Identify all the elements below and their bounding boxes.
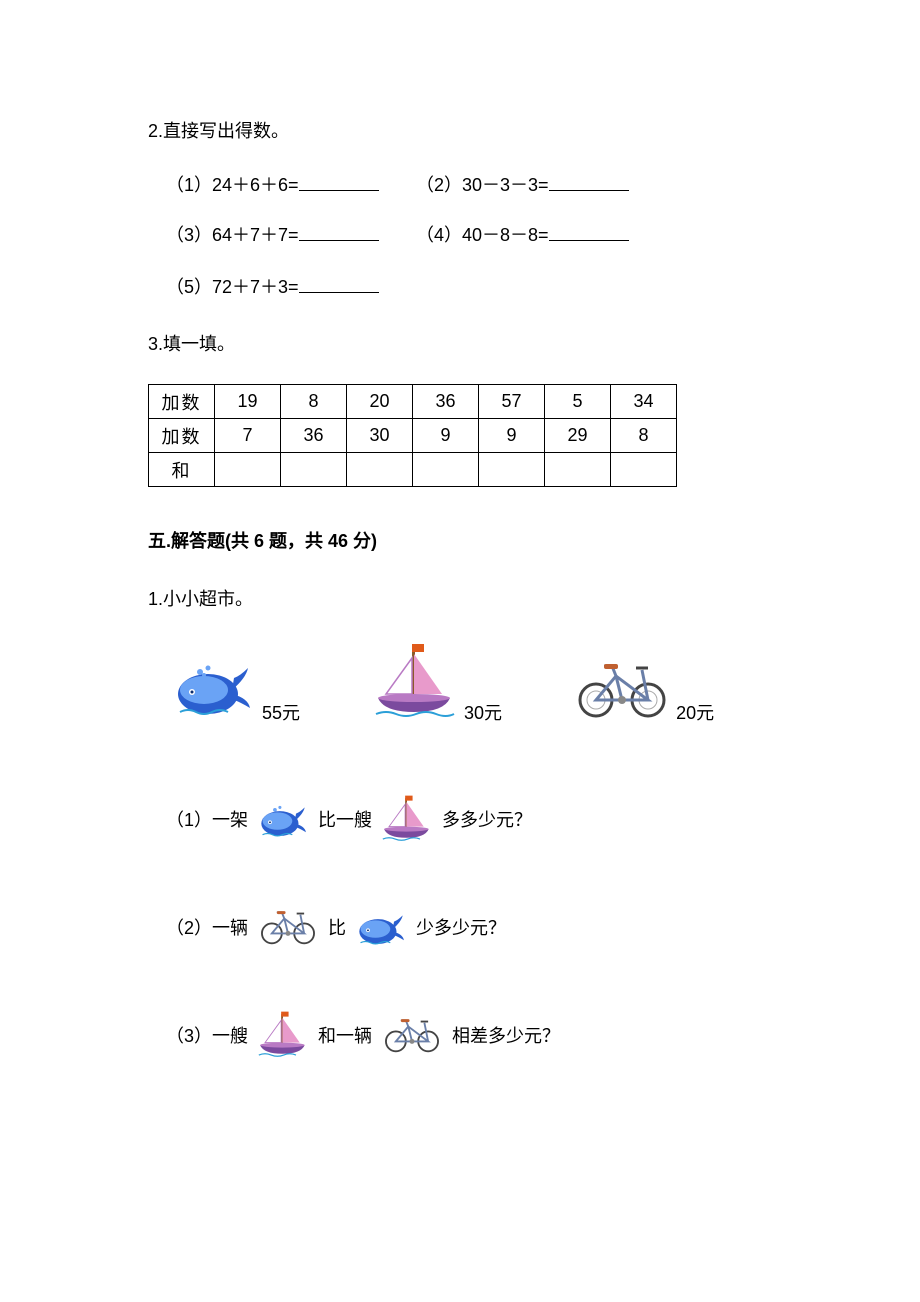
text: （1）一架 <box>166 806 248 832</box>
shop-row: 55元 30元 <box>168 640 780 725</box>
bike-icon <box>257 906 319 949</box>
cell-empty <box>479 453 545 487</box>
text: 比 <box>328 914 346 940</box>
cell: 7 <box>215 419 281 453</box>
cell: 9 <box>413 419 479 453</box>
boat-icon <box>255 1009 311 1062</box>
blank <box>549 223 629 241</box>
blank <box>299 223 379 241</box>
section-5-title: 五.解答题(共 6 题，共 46 分) <box>148 527 780 553</box>
cell: 30 <box>347 419 413 453</box>
sub-q2: （2）一辆 比 少 <box>166 898 780 957</box>
table-row: 加数 19 8 20 36 57 5 34 <box>149 385 677 419</box>
fill-table: 加数 19 8 20 36 57 5 34 加数 7 36 30 9 9 29 … <box>148 384 677 487</box>
price-boat: 30元 <box>464 699 502 725</box>
q2-title: 2.直接写出得数。 <box>148 115 780 147</box>
blank <box>549 173 629 191</box>
price-bike: 20元 <box>676 699 714 725</box>
text: 比一艘 <box>318 806 372 832</box>
blank <box>299 275 379 293</box>
cell: 5 <box>545 385 611 419</box>
q5-1-title: 1.小小超市。 <box>148 583 780 615</box>
blank <box>299 173 379 191</box>
whale-icon <box>353 904 409 951</box>
whale-icon <box>168 650 258 725</box>
q2-item-4: （4）40－8－8= <box>416 225 549 245</box>
cell-empty <box>347 453 413 487</box>
cell: 57 <box>479 385 545 419</box>
q3-title: 3.填一填。 <box>148 328 780 360</box>
cell: 34 <box>611 385 677 419</box>
cell: 8 <box>281 385 347 419</box>
text: 多多少元？ <box>442 806 532 832</box>
whale-icon <box>255 796 311 843</box>
cell-empty <box>545 453 611 487</box>
text: （2）一辆 <box>166 914 248 940</box>
q2-item-1: （1）24＋6＋6= <box>166 175 299 195</box>
sub-q3: （3）一艘 和一辆 <box>166 1001 780 1070</box>
cell-empty <box>281 453 347 487</box>
q2-item-5: （5）72＋7＋3= <box>166 277 299 297</box>
sub-q1: （1）一架 比一艘 多多少元？ <box>166 785 780 854</box>
cell: 29 <box>545 419 611 453</box>
cell: 36 <box>281 419 347 453</box>
bike-icon <box>572 656 672 725</box>
cell-empty <box>413 453 479 487</box>
table-header: 加数 <box>149 419 215 453</box>
table-row: 加数 7 36 30 9 9 29 8 <box>149 419 677 453</box>
cell-empty <box>611 453 677 487</box>
bike-icon <box>381 1014 443 1057</box>
cell: 9 <box>479 419 545 453</box>
boat-icon <box>370 640 460 725</box>
text: 相差多少元？ <box>452 1022 560 1048</box>
text: （3）一艘 <box>166 1022 248 1048</box>
cell: 20 <box>347 385 413 419</box>
text: 和一辆 <box>318 1022 372 1048</box>
cell-empty <box>215 453 281 487</box>
text: 少多少元？ <box>416 914 506 940</box>
q2-item-2: （2）30－3－3= <box>416 175 549 195</box>
boat-icon <box>379 793 435 846</box>
q2-item-3: （3）64＋7＋7= <box>166 225 299 245</box>
cell: 8 <box>611 419 677 453</box>
table-row: 和 <box>149 453 677 487</box>
cell: 36 <box>413 385 479 419</box>
price-whale: 55元 <box>262 699 300 725</box>
cell: 19 <box>215 385 281 419</box>
table-header: 和 <box>149 453 215 487</box>
table-header: 加数 <box>149 385 215 419</box>
